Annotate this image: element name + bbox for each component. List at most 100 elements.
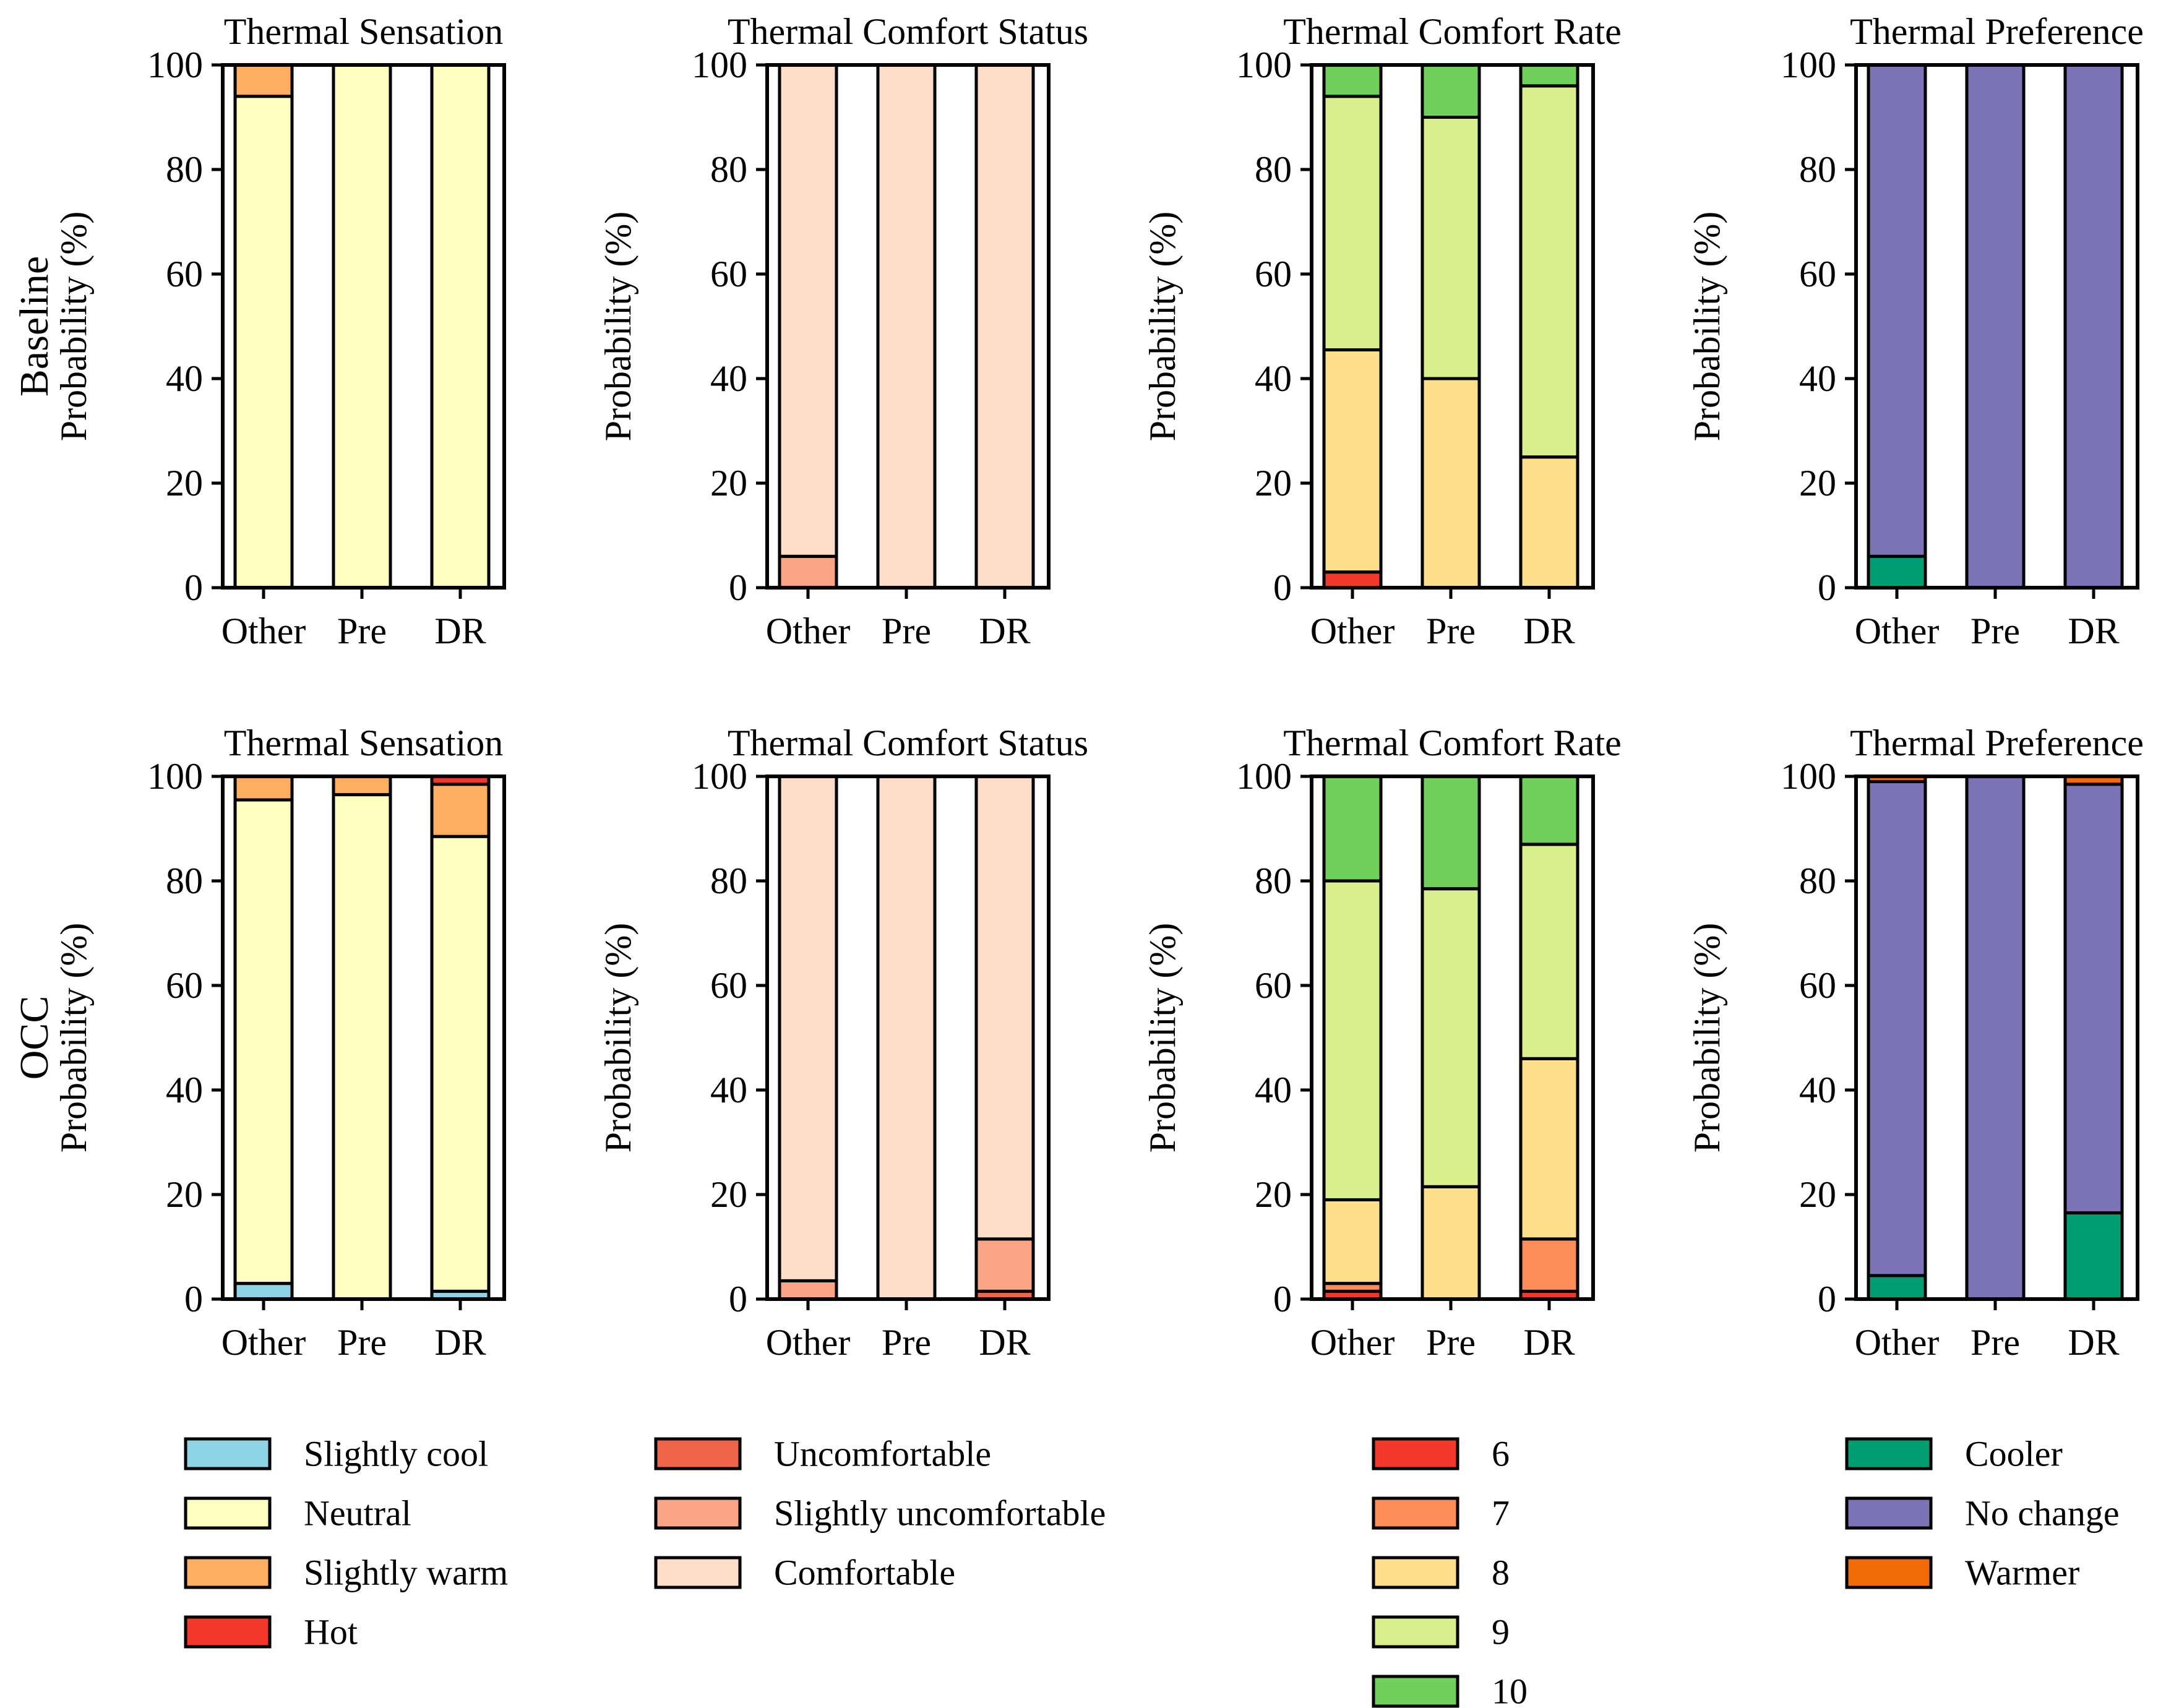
- x-tick-label: DR: [2068, 1322, 2119, 1363]
- bar-segment: [233, 95, 294, 590]
- y-tick-label: 80: [710, 149, 747, 190]
- y-tick-label: 0: [1818, 1279, 1836, 1320]
- legend-label: Uncomfortable: [774, 1434, 991, 1474]
- bar-segment: [233, 775, 294, 802]
- y-tick-label: 20: [1255, 463, 1292, 504]
- bar-segment: [1867, 779, 1927, 1277]
- y-tick-label: 60: [1799, 254, 1836, 294]
- bar-segment: [430, 783, 491, 838]
- bar-segment: [1519, 1237, 1579, 1293]
- bar-segment: [1519, 843, 1579, 1060]
- y-tick-label: 20: [1255, 1174, 1292, 1215]
- legend-swatch: [1845, 1556, 1933, 1589]
- legend-swatch: [1845, 1496, 1933, 1530]
- panel-title: Thermal Comfort Rate: [1283, 723, 1622, 763]
- bar-segment: [1322, 775, 1383, 883]
- bar-segment: [1519, 455, 1579, 590]
- bar-segment: [430, 835, 491, 1293]
- y-tick-label: 100: [1781, 756, 1836, 797]
- legend-label: Comfortable: [774, 1553, 955, 1593]
- y-tick-label: 20: [710, 463, 747, 504]
- y-tick-label: 40: [1799, 1070, 1836, 1110]
- y-tick-label: 80: [1255, 149, 1292, 190]
- bar-segment: [1420, 63, 1481, 119]
- legend-swatch: [1372, 1675, 1459, 1708]
- bar-segment: [2063, 1211, 2124, 1301]
- bar-segment: [778, 1279, 838, 1301]
- bar-segment: [778, 63, 838, 558]
- x-tick-label: Other: [1310, 1322, 1395, 1363]
- y-tick-label: 60: [1799, 965, 1836, 1006]
- y-tick-label: 40: [166, 358, 203, 399]
- panel-title: Thermal Comfort Status: [728, 11, 1088, 52]
- y-tick-label: 80: [1799, 860, 1836, 901]
- panel-title: Thermal Preference: [1850, 723, 2144, 763]
- bar-segment: [1519, 63, 1579, 88]
- legend-swatch: [1372, 1556, 1459, 1589]
- bar-segment: [1322, 348, 1383, 574]
- bar-segment: [1519, 775, 1579, 846]
- bar-segment: [1420, 116, 1481, 380]
- x-tick-label: Pre: [882, 1322, 931, 1363]
- bar-segment: [1519, 1057, 1579, 1241]
- legend-label: 8: [1492, 1553, 1510, 1593]
- y-tick-label: 40: [1799, 358, 1836, 399]
- bar-segment: [1322, 1198, 1383, 1285]
- x-tick-label: Pre: [337, 1322, 387, 1363]
- legend-label: Neutral: [304, 1493, 411, 1534]
- y-tick-label: 60: [710, 254, 747, 294]
- panel-title: Thermal Comfort Rate: [1283, 11, 1622, 52]
- x-tick-label: DR: [1523, 611, 1575, 651]
- legend-swatch: [1372, 1615, 1459, 1649]
- x-tick-label: DR: [434, 611, 486, 651]
- bar-segment: [974, 1237, 1035, 1293]
- y-tick-label: 40: [1255, 358, 1292, 399]
- x-tick-label: Other: [1310, 611, 1395, 651]
- bar-segment: [1867, 1274, 1927, 1301]
- y-tick-label: 100: [1236, 756, 1292, 797]
- x-tick-label: Pre: [1426, 1322, 1476, 1363]
- y-tick-label: 80: [710, 860, 747, 901]
- x-tick-label: Pre: [1970, 611, 2020, 651]
- bar-segment: [1322, 570, 1383, 590]
- legend-swatch: [184, 1615, 272, 1649]
- bar-segment: [2063, 63, 2124, 590]
- plot-frame: [765, 63, 1051, 590]
- y-axis-label: Probability (%): [53, 212, 94, 442]
- x-tick-label: Other: [766, 611, 851, 651]
- y-tick-label: 40: [1255, 1070, 1292, 1110]
- y-axis-label: Probability (%): [1687, 212, 1727, 442]
- x-tick-label: Pre: [337, 611, 387, 651]
- bar-segment: [332, 793, 392, 1301]
- x-tick-label: Other: [221, 611, 306, 651]
- plot-frame: [1310, 63, 1595, 590]
- y-axis-label: Probability (%): [598, 212, 638, 442]
- y-tick-label: 60: [1255, 965, 1292, 1006]
- y-tick-label: 40: [710, 1070, 747, 1110]
- legend-label: No change: [1965, 1493, 2120, 1534]
- panel-title: Thermal Sensation: [224, 11, 504, 52]
- legend-swatch: [184, 1437, 272, 1470]
- bar-segment: [2063, 783, 2124, 1215]
- bar-segment: [1322, 95, 1383, 352]
- bar-segment: [233, 1282, 294, 1301]
- x-tick-label: DR: [979, 1322, 1030, 1363]
- bar-segment: [876, 775, 937, 1301]
- legend-swatch: [1372, 1496, 1459, 1530]
- bar-segment: [974, 63, 1035, 590]
- y-tick-label: 80: [166, 149, 203, 190]
- y-tick-label: 60: [166, 965, 203, 1006]
- y-tick-label: 0: [1818, 567, 1836, 608]
- legend-swatch: [1845, 1437, 1933, 1470]
- row-label-occ: OCC: [12, 996, 57, 1080]
- legend-label: Cooler: [1965, 1434, 2063, 1474]
- legend-label: Hot: [304, 1612, 358, 1652]
- legend-label: Slightly uncomfortable: [774, 1493, 1106, 1534]
- y-tick-label: 20: [166, 1174, 203, 1215]
- bar-segment: [233, 63, 294, 98]
- bar-segment: [1867, 63, 1927, 558]
- y-tick-label: 60: [710, 965, 747, 1006]
- y-tick-label: 20: [1799, 463, 1836, 504]
- plot-frame: [1310, 775, 1595, 1301]
